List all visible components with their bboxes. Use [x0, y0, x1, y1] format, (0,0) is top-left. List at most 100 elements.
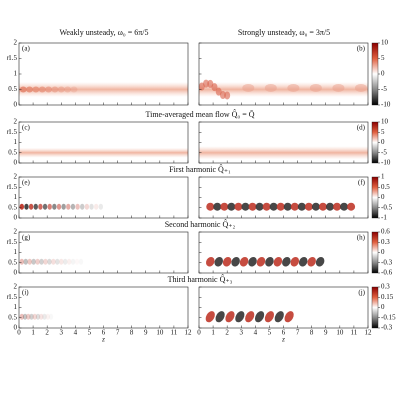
colorbar-tick-label: 0 [381, 70, 385, 78]
field-blob [32, 313, 37, 320]
colorbar-tick-label: -0.3 [381, 258, 393, 266]
x-tick-label: 8 [310, 329, 314, 337]
field-blob [80, 203, 85, 210]
field-blob [38, 203, 43, 210]
y-tick-label: 1.5 [8, 293, 17, 301]
y-tick-label: 2 [14, 283, 18, 291]
x-tick-label: 9 [324, 329, 328, 337]
panel-bg [199, 177, 368, 218]
field-blob [19, 203, 25, 210]
panel: (a) 0 0.5 1 1.5 2r [7, 39, 189, 109]
field-blob [70, 258, 76, 265]
colorbar-tick-label: 0 [381, 303, 385, 311]
field-blob [262, 202, 271, 211]
row-title: Third harmonic Q̂₊₃ [168, 273, 233, 284]
field-blob [29, 313, 34, 320]
field-blob [264, 83, 277, 92]
field-blob [70, 203, 76, 210]
field-blob [264, 311, 274, 323]
x-tick-label: 9 [144, 329, 148, 337]
panel-label: (h) [357, 234, 366, 242]
panel-label: (i) [22, 289, 29, 297]
x-tick-label: 2 [45, 329, 49, 337]
field-blob [311, 202, 320, 211]
field-blob [23, 258, 28, 265]
colorbar-tick-label: 0.3 [381, 238, 390, 246]
panel-label: (e) [22, 179, 30, 187]
x-tick-label: 10 [156, 329, 164, 337]
x-tick-label: 11 [351, 329, 358, 337]
panel-label: (g) [22, 234, 31, 242]
panel-bg [19, 177, 188, 218]
field-band [199, 146, 368, 160]
x-tick-label: 10 [336, 329, 344, 337]
colorbar [371, 121, 379, 164]
row-title: First harmonic Q̂₊₁ [169, 163, 231, 174]
panel: (e) 0 0.5 1 1.5 2r [7, 173, 189, 222]
field-blob [19, 313, 25, 320]
field-blob [33, 203, 38, 210]
colorbar-tick-label: 0 [381, 138, 385, 146]
colorbar-tick-label: 0.5 [381, 183, 390, 191]
y-tick-label: 1.5 [8, 183, 17, 191]
colorbar-tick-label: -10 [381, 159, 391, 167]
x-tick-label: 11 [171, 329, 178, 337]
colorbar-tick-label: 0.6 [381, 228, 390, 236]
field-blob [47, 258, 52, 265]
field-blob [66, 258, 72, 265]
y-tick-label: 0 [14, 324, 18, 332]
field-blob [254, 311, 265, 323]
field-blob [220, 202, 229, 211]
field-blob [27, 258, 32, 265]
panel-bg [19, 287, 188, 328]
field-blob [45, 313, 50, 320]
field-blob [307, 256, 316, 267]
field-blob [84, 203, 90, 210]
y-tick-label: 1 [14, 70, 18, 78]
field-blob [222, 256, 232, 267]
field-blob [333, 202, 342, 211]
panel: (c) 0 0.5 1 1.5 2r [7, 118, 189, 167]
field-blob [284, 311, 294, 323]
y-tick-label: 2 [14, 39, 18, 47]
x-axis-label: z [101, 336, 105, 344]
panel-label: (f) [358, 179, 366, 187]
y-tick-label: 0.5 [8, 85, 17, 93]
field-blob [227, 202, 236, 211]
field-blob [93, 203, 99, 210]
y-axis-label: r [7, 238, 10, 246]
y-tick-label: 0 [14, 269, 18, 277]
y-tick-label: 0 [14, 159, 18, 167]
field-blob [213, 202, 222, 211]
x-tick-label: 5 [88, 329, 92, 337]
colorbar-tick-label: 10 [381, 39, 389, 47]
x-tick-label: 7 [296, 329, 300, 337]
field-blob [42, 203, 48, 210]
field-blob [325, 202, 334, 211]
panel-label: (d) [357, 124, 366, 132]
field-blob [241, 202, 250, 211]
field-blob [206, 202, 215, 211]
field-blob [26, 86, 34, 93]
panel-label: (j) [358, 289, 365, 297]
field-blob [42, 313, 47, 320]
field-blob [282, 256, 291, 267]
field-blob [61, 203, 66, 210]
field-blob [214, 256, 223, 267]
panel: (f) [198, 176, 369, 219]
field-blob [235, 311, 245, 323]
x-tick-label: 7 [116, 329, 120, 337]
colorbar [371, 231, 379, 274]
field-blob [70, 86, 78, 93]
field-blob [242, 83, 255, 92]
y-tick-label: 0.5 [8, 313, 17, 321]
y-axis-label: r [7, 183, 10, 191]
panel-label: (a) [22, 45, 30, 53]
field-blob [304, 202, 313, 211]
field-blob [211, 83, 218, 92]
panel: (b) [198, 42, 369, 106]
field-blob [28, 203, 34, 210]
field-blob [35, 313, 41, 320]
colorbar-tick-label: 0.3 [381, 283, 390, 291]
